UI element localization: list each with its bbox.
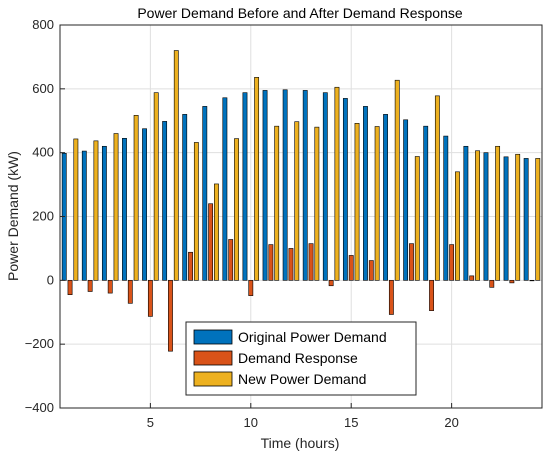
x-axis-label: Time (hours) — [261, 435, 340, 451]
y-axis-label: Power Demand (kW) — [5, 151, 21, 281]
demand-response-bar — [87, 280, 93, 292]
original-demand-bar — [142, 128, 147, 281]
new-demand-bar — [354, 123, 360, 281]
demand-response-bar — [348, 255, 354, 281]
new-demand-bar — [254, 77, 260, 281]
legend-swatch — [193, 329, 233, 345]
demand-response-bar — [469, 275, 475, 281]
demand-response-bar — [147, 280, 153, 317]
new-demand-bar — [334, 86, 340, 281]
legend: Original Power Demand Demand Response New … — [185, 321, 417, 396]
demand-response-bar — [248, 280, 254, 296]
new-demand-bar — [535, 158, 541, 281]
demand-response-bar — [208, 203, 214, 281]
new-demand-bar — [274, 125, 280, 281]
demand-response-bar — [388, 280, 394, 315]
original-demand-bar — [322, 92, 328, 281]
original-demand-bar — [363, 106, 368, 281]
new-demand-bar — [515, 153, 521, 281]
original-demand-bar — [403, 119, 409, 281]
original-demand-bar — [463, 145, 469, 281]
new-demand-bar — [314, 126, 320, 281]
original-demand-bar — [222, 97, 228, 281]
original-demand-bar — [342, 98, 348, 281]
original-demand-bar — [523, 158, 529, 281]
new-demand-bar — [153, 92, 159, 281]
demand-response-bar — [429, 280, 434, 311]
y-tick-label: 200 — [32, 209, 54, 224]
demand-response-bar — [328, 280, 334, 287]
demand-response-bar — [268, 244, 274, 281]
demand-response-bar — [228, 239, 234, 281]
new-demand-bar — [374, 126, 380, 281]
new-demand-bar — [434, 95, 440, 281]
y-tick-label: 0 — [47, 272, 54, 287]
new-demand-bar — [93, 140, 99, 281]
demand-response-bar — [127, 280, 133, 304]
new-demand-bar — [193, 142, 199, 281]
y-tick-label: −200 — [25, 336, 54, 351]
new-demand-bar — [414, 156, 420, 281]
new-demand-bar — [475, 150, 480, 281]
original-demand-bar — [122, 138, 127, 281]
new-demand-bar — [455, 171, 460, 281]
new-demand-bar — [234, 138, 239, 281]
original-demand-bar — [302, 90, 308, 281]
demand-response-bar — [449, 244, 455, 281]
original-demand-bar — [242, 92, 248, 281]
original-demand-bar — [503, 156, 509, 281]
original-demand-bar — [423, 125, 429, 281]
demand-response-bar — [529, 280, 535, 282]
legend-label: New Power Demand — [238, 371, 366, 387]
original-demand-bar — [262, 90, 268, 281]
chart-title: Power Demand Before and After Demand Res… — [137, 5, 463, 21]
legend-swatch — [193, 350, 233, 366]
original-demand-bar — [81, 150, 87, 281]
legend-swatch — [193, 371, 233, 387]
demand-response-bar — [489, 280, 495, 288]
demand-response-bar — [288, 248, 294, 281]
y-tick-label: 800 — [32, 17, 54, 32]
x-tick-label: 20 — [444, 415, 458, 430]
original-demand-bar — [202, 106, 208, 281]
demand-response-bar — [67, 280, 73, 295]
demand-response-bar — [168, 280, 173, 352]
demand-response-bar — [509, 280, 515, 284]
original-demand-bar — [483, 152, 489, 281]
demand-response-bar — [368, 260, 374, 281]
bars — [61, 50, 541, 352]
demand-response-bar — [188, 251, 193, 281]
demand-response-bar — [107, 280, 113, 294]
new-demand-bar — [214, 183, 219, 281]
original-demand-bar — [182, 114, 188, 281]
original-demand-bar — [162, 121, 168, 281]
y-tick-label: −400 — [25, 400, 54, 415]
y-tick-label: 600 — [32, 81, 54, 96]
new-demand-bar — [113, 133, 119, 281]
x-tick-label: 5 — [147, 415, 154, 430]
new-demand-bar — [173, 50, 179, 281]
demand-response-bar — [409, 243, 414, 281]
new-demand-bar — [495, 145, 501, 281]
new-demand-bar — [294, 121, 300, 281]
new-demand-bar — [133, 115, 139, 281]
plot-frame — [59, 24, 543, 409]
demand-response-bar — [308, 243, 314, 281]
original-demand-bar — [282, 89, 288, 281]
y-tick-label: 400 — [32, 145, 54, 160]
x-tick-label: 15 — [344, 415, 358, 430]
original-demand-bar — [101, 145, 107, 281]
new-demand-bar — [394, 79, 400, 281]
original-demand-bar — [383, 114, 388, 281]
original-demand-bar — [443, 135, 449, 281]
x-tick-label: 10 — [244, 415, 258, 430]
new-demand-bar — [73, 138, 79, 281]
legend-label: Original Power Demand — [238, 329, 387, 345]
legend-label: Demand Response — [238, 350, 358, 366]
